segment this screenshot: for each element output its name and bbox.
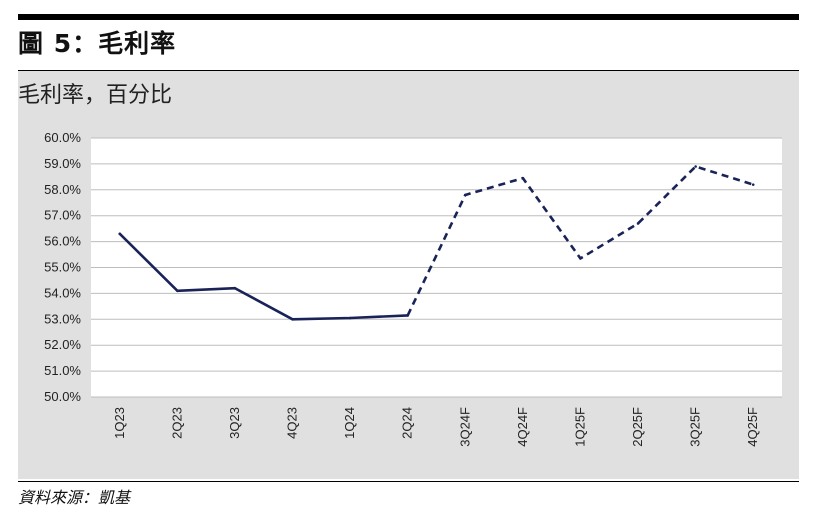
- x-tick-label: 2Q25F: [630, 407, 645, 447]
- data-point-2q23: [176, 289, 179, 293]
- x-tick-label: 3Q23: [227, 407, 242, 439]
- data-point-1q24: [348, 316, 352, 320]
- data-point-3q23: [233, 286, 237, 290]
- y-tick-label: 57.0%: [44, 208, 81, 223]
- y-tick-label: 56.0%: [44, 234, 81, 249]
- chart-subtitle: 毛利率，百分比: [18, 83, 173, 108]
- y-tick-label: 54.0%: [44, 285, 81, 300]
- y-tick-label: 53.0%: [44, 311, 81, 326]
- y-tick-label: 58.0%: [44, 182, 81, 197]
- x-tick-label: 3Q24F: [457, 407, 472, 447]
- data-point-4q23: [291, 318, 294, 321]
- data-point-4q25f: [751, 183, 755, 186]
- data-point-3q24f: [463, 193, 467, 197]
- x-tick-label: 3Q25F: [688, 407, 703, 447]
- y-tick-label: 60.0%: [44, 130, 81, 145]
- x-tick-label: 1Q24: [342, 407, 357, 439]
- x-tick-label: 4Q25F: [745, 407, 760, 447]
- data-point-1q23: [118, 232, 122, 236]
- series-line-actual: [118, 232, 410, 321]
- y-tick-label: 59.0%: [44, 156, 81, 171]
- data-point-3q25f: [694, 165, 697, 168]
- y-tick-label: 51.0%: [44, 363, 81, 378]
- line-chart: 60.0% 59.0% 58.0% 57.0% 56.0% 55.0% 54.0% 53.0%…: [44, 130, 782, 447]
- y-tick-label: 52.0%: [44, 337, 81, 352]
- data-point-2q24: [406, 314, 410, 317]
- x-tick-label: 4Q24F: [515, 407, 530, 447]
- data-point-2q25f: [636, 222, 640, 225]
- y-tick-label: 55.0%: [44, 260, 81, 275]
- x-tick-label: 2Q24: [400, 407, 415, 439]
- x-tick-label: 1Q23: [112, 407, 127, 439]
- x-tick-label: 4Q23: [285, 407, 300, 439]
- figure-title: 圖 5：毛利率: [18, 29, 177, 58]
- chart-panel: 毛利率，百分比 60.0% 59.0% 58.0% 57.0% 56.0% 55.0% 54…: [18, 71, 799, 479]
- y-tick-label: 50.0%: [44, 389, 81, 404]
- title-rule: [18, 70, 799, 71]
- top-rule: [18, 14, 799, 20]
- source-note: 資料來源：凱基: [18, 488, 131, 507]
- x-tick-label: 2Q23: [169, 407, 184, 439]
- x-tick-label: 1Q25F: [572, 407, 587, 447]
- data-point-4q24f: [521, 176, 525, 180]
- bottom-rule: [18, 481, 799, 482]
- data-point-1q25f: [579, 257, 582, 260]
